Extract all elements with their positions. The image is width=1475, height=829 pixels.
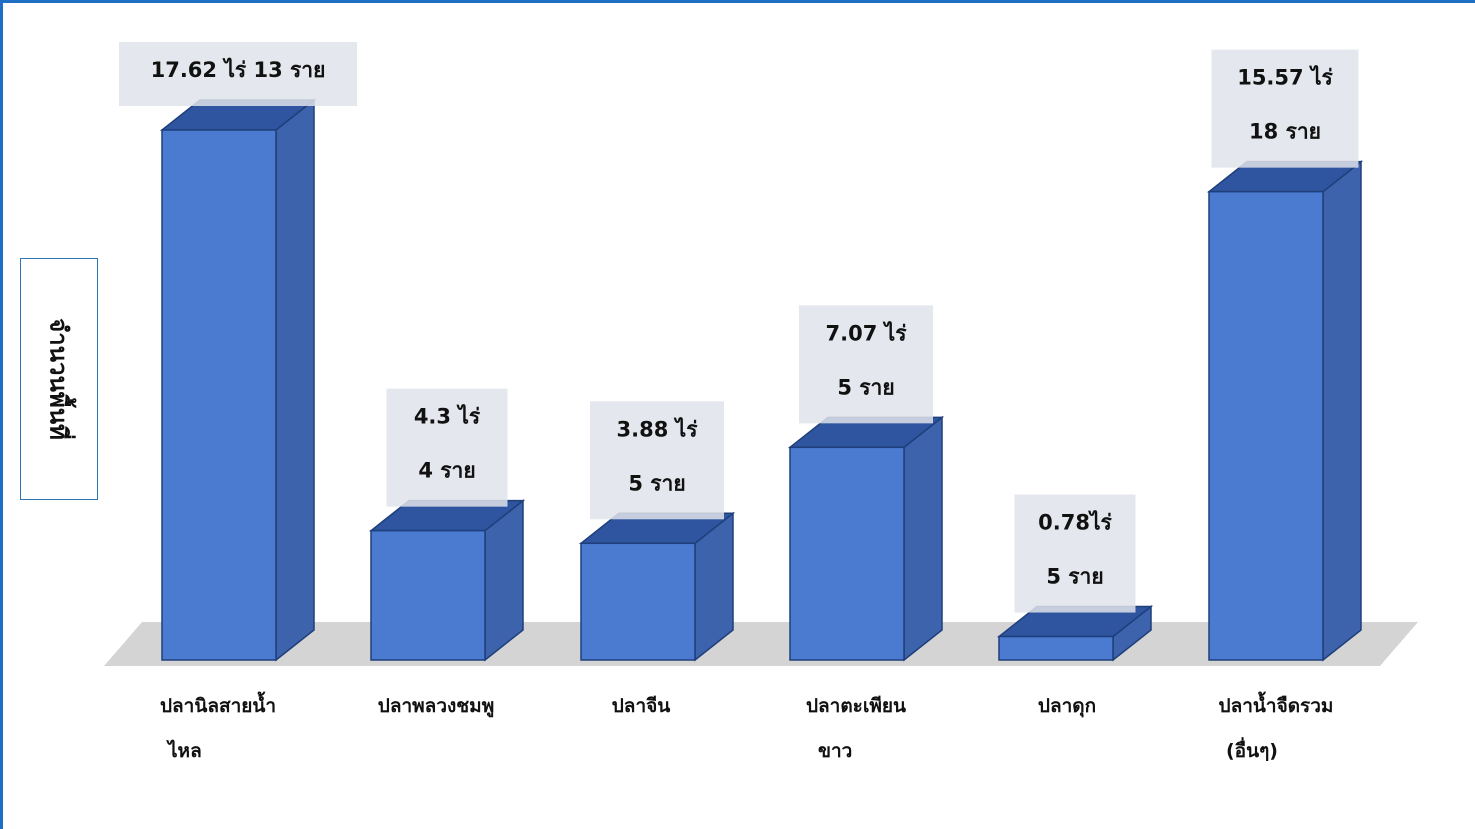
bar-3 bbox=[578, 511, 736, 662]
data-label-background bbox=[1211, 49, 1359, 168]
data-label-text: 3.88 ไร่ bbox=[617, 416, 699, 441]
data-label-text: 17.62 ไร่ 13 ราย bbox=[151, 57, 326, 82]
data-label-2: 4.3 ไร่ 4 ราย bbox=[386, 388, 508, 507]
y-axis-label: จำนวนพื้นที่ bbox=[44, 318, 73, 440]
bar-front-face bbox=[1208, 190, 1324, 661]
data-label-text: 4.3 ไร่ bbox=[414, 404, 481, 429]
bar-6 bbox=[1206, 160, 1364, 662]
bar-front-face bbox=[370, 529, 486, 661]
data-label-text: 7.07 ไร่ bbox=[826, 320, 908, 345]
data-labels-group: 17.62 ไร่ 13 ราย 4.3 ไร่ 4 ราย 3.88 ไร่ 5 รา… bbox=[119, 42, 1359, 613]
bar-side-face bbox=[1322, 160, 1362, 662]
data-label-background bbox=[590, 401, 724, 520]
data-label-background bbox=[119, 42, 357, 106]
bar-2 bbox=[368, 499, 526, 662]
data-label-6: 15.57 ไร่ 18 ราย bbox=[1211, 49, 1359, 168]
bars-group bbox=[159, 98, 1364, 662]
category-label-5: ปลาดุก bbox=[1038, 695, 1096, 718]
data-label-background bbox=[799, 305, 933, 424]
data-label-1: 17.62 ไร่ 13 ราย bbox=[119, 42, 357, 106]
bar-front-face bbox=[161, 129, 277, 661]
y-axis-label-box: จำนวนพื้นที่ bbox=[20, 258, 98, 500]
category-label-text: ปลาน้ำจืดรวม bbox=[1219, 691, 1334, 717]
bar-front-face bbox=[580, 542, 696, 661]
category-label-text: ปลาตะเพียน bbox=[806, 695, 906, 717]
bar-5 bbox=[996, 604, 1154, 662]
data-label-text: 5 ราย bbox=[1046, 565, 1103, 589]
category-label-text: (อื่นๆ) bbox=[1226, 737, 1278, 762]
data-label-text: 4 ราย bbox=[418, 459, 475, 483]
category-label-2: ปลาพลวงชมพู bbox=[378, 695, 494, 718]
bar-side-face bbox=[275, 98, 315, 662]
category-label-6: ปลาน้ำจืดรวม (อื่นๆ) bbox=[1219, 691, 1334, 762]
category-label-text: ปลาจีน bbox=[612, 695, 671, 717]
bar-1 bbox=[159, 98, 317, 662]
category-label-text: ขาว bbox=[818, 740, 852, 762]
category-label-3: ปลาจีน bbox=[612, 695, 671, 717]
category-label-text: ปลาดุก bbox=[1038, 695, 1096, 718]
data-label-5: 0.78ไร่ 5 ราย bbox=[1014, 494, 1136, 613]
category-label-text: ปลาพลวงชมพู bbox=[378, 695, 494, 718]
category-label-text: ไหล bbox=[166, 739, 202, 762]
data-label-text: 15.57 ไร่ bbox=[1237, 65, 1333, 90]
data-label-background bbox=[1014, 494, 1136, 613]
bar-side-face bbox=[903, 415, 943, 662]
data-label-background bbox=[386, 388, 508, 507]
bar-front-face bbox=[998, 635, 1114, 661]
data-label-text: 0.78ไร่ bbox=[1038, 510, 1112, 535]
data-label-3: 3.88 ไร่ 5 ราย bbox=[590, 401, 724, 520]
data-label-text: 5 ราย bbox=[628, 471, 685, 495]
bar-4 bbox=[787, 415, 945, 662]
category-label-text: ปลานิลสายน้ำ bbox=[160, 691, 276, 717]
data-label-text: 5 ราย bbox=[837, 375, 894, 399]
bar-front-face bbox=[789, 446, 905, 661]
data-label-4: 7.07 ไร่ 5 ราย bbox=[799, 305, 933, 424]
data-label-text: 18 ราย bbox=[1249, 120, 1321, 144]
